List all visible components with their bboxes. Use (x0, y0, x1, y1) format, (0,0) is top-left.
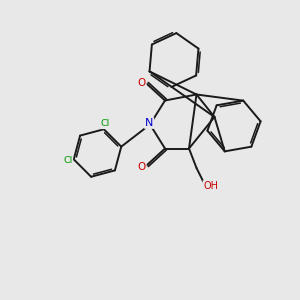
Text: Cl: Cl (101, 119, 110, 128)
Text: Cl: Cl (63, 156, 72, 165)
Text: O: O (137, 161, 146, 172)
Text: O: O (137, 77, 146, 88)
Text: N: N (145, 118, 153, 128)
Text: OH: OH (203, 181, 218, 191)
